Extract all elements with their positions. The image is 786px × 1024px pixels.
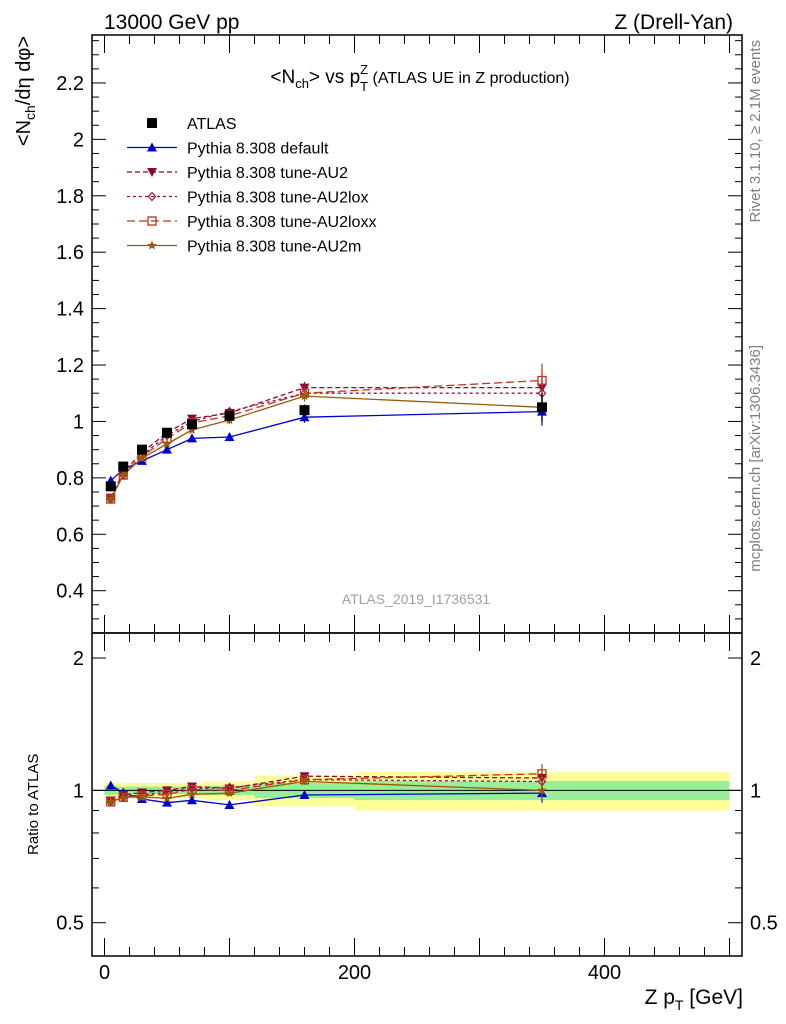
x-tick-label: 200 — [338, 962, 371, 984]
header-right: Z (Drell-Yan) — [614, 11, 733, 34]
series-0-point — [537, 402, 547, 413]
ratio-x-ticks: 0 200 400 — [99, 633, 730, 984]
y-tick-label: 0.8 — [56, 468, 84, 490]
legend-marker-3 — [147, 191, 157, 202]
series-5-ratio-point — [537, 785, 547, 795]
x-axis-label: Z pT [GeV] — [645, 986, 743, 1013]
y-tick-label: 1.6 — [56, 242, 84, 264]
series-0-point — [187, 419, 197, 430]
ratio-y-tick-label: 1 — [73, 780, 84, 802]
series-5-ratio-point — [187, 789, 197, 799]
ratio-y-tick-label-right: 2 — [750, 648, 761, 670]
chart-title: <Nch> vs pZ T (ATLAS UE in Z production) — [270, 62, 569, 94]
series-5-point — [187, 424, 197, 434]
series-1-ratio-point — [187, 795, 197, 805]
series-5-ratio-point — [137, 791, 147, 801]
legend-label-4: Pythia 8.308 tune-AU2loxx — [187, 214, 376, 231]
series-5-ratio-point — [299, 776, 310, 786]
header: 13000 GeV pp Z (Drell-Yan) — [104, 11, 733, 34]
series-1-point — [299, 412, 310, 422]
series-1-point — [224, 431, 235, 441]
series-5-ratio-point — [106, 796, 116, 806]
legend-label-3: Pythia 8.308 tune-AU2lox — [187, 190, 368, 207]
ratio-y-tick-label-right: 0.5 — [750, 913, 778, 935]
series-4-point — [537, 375, 547, 386]
ratio-y-tick-label: 2 — [73, 648, 84, 670]
x-tick-label: 400 — [588, 962, 621, 984]
legend-marker-1 — [147, 142, 157, 152]
series-0-point — [105, 481, 116, 492]
y-tick-label: 0.6 — [56, 524, 84, 546]
series-1-ratio-point — [162, 797, 172, 807]
series-5-point — [299, 391, 310, 401]
series-1-ratio-point — [299, 790, 310, 800]
series-1-point — [162, 444, 172, 454]
series-5-point — [162, 439, 172, 449]
legend-label-0: ATLAS — [187, 116, 237, 133]
series-5-ratio-point — [162, 793, 172, 803]
series-5-line — [110, 395, 543, 500]
ratio-series — [105, 764, 547, 809]
series-5-ratio-line — [110, 780, 543, 803]
ratio-frame — [91, 632, 743, 957]
legend-label-1: Pythia 8.308 default — [187, 141, 329, 158]
mcplots-label: mcplots.cern.ch [arXiv:1306.3436] — [747, 345, 764, 572]
y-tick-label: 2.2 — [56, 73, 84, 95]
series-1-ratio-point — [105, 780, 116, 790]
series-0-point — [224, 410, 235, 421]
series-5-point — [137, 453, 147, 463]
y-tick-label: 2 — [73, 129, 84, 151]
y-tick-label: 1 — [73, 411, 84, 433]
legend: ATLAS Pythia 8.308 default Pythia 8.308 tu… — [127, 116, 376, 256]
series-1-ratio-point — [224, 799, 235, 809]
ratio-y-tick-label-right: 1 — [750, 780, 761, 802]
series-0-point — [162, 427, 172, 438]
y-tick-label: 1.8 — [56, 186, 84, 208]
ratio-y-ticks: 0.5 0.5 1 1 2 2 — [56, 648, 778, 935]
ratio-bands — [92, 772, 742, 811]
side-labels: Rivet 3.1.10, ≥ 2.1M events mcplots.cern… — [747, 40, 764, 572]
header-left: 13000 GeV pp — [104, 11, 239, 34]
main-series — [105, 363, 547, 504]
legend-marker-0 — [147, 118, 157, 128]
y-tick-label: 0.4 — [56, 581, 84, 603]
watermark: ATLAS_2019_I1736531 — [342, 591, 491, 607]
legend-label-2: Pythia 8.308 tune-AU2 — [187, 165, 348, 182]
y-axis-label: <Nch/dη dφ> — [13, 36, 38, 146]
main-y-ticks: 0.4 0.6 0.8 1 1.2 1.4 1.6 1.8 2 2.2 — [56, 40, 742, 620]
series-5-ratio-point — [118, 792, 128, 802]
x-tick-label: 0 — [99, 962, 110, 984]
legend-marker-4 — [147, 216, 157, 226]
ratio-y-label: Ratio to ATLAS — [25, 754, 42, 855]
ratio-y-tick-label: 0.5 — [56, 913, 84, 935]
series-5-ratio-point — [224, 788, 235, 798]
main-x-ticks — [104, 35, 730, 633]
series-5-point — [118, 470, 128, 480]
series-0-point — [299, 405, 310, 416]
legend-label-5: Pythia 8.308 tune-AU2m — [187, 239, 361, 256]
series-0-point — [118, 461, 129, 472]
y-tick-label: 1.4 — [56, 299, 84, 321]
series-2-ratio-line — [110, 775, 543, 802]
series-0-point — [137, 444, 147, 455]
series-5-point — [106, 494, 116, 504]
series-1-line — [110, 410, 543, 482]
series-1-point — [187, 433, 197, 443]
series-4-ratio-point — [537, 769, 547, 779]
rivet-label: Rivet 3.1.10, ≥ 2.1M events — [747, 40, 764, 223]
legend-marker-2 — [147, 168, 157, 177]
y-tick-label: 1.2 — [56, 355, 84, 377]
legend-marker-5 — [147, 240, 157, 250]
